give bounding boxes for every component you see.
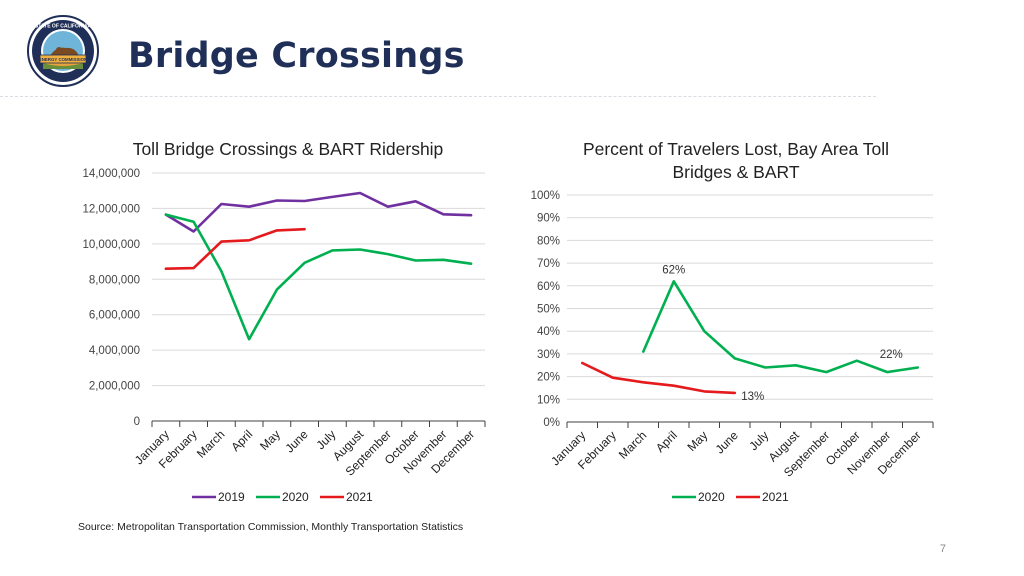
chart-title-line: Bridges & BART <box>672 162 799 182</box>
legend-label-2021: 2021 <box>762 490 789 504</box>
x-tick-label: March <box>194 427 227 460</box>
y-tick-label: 50% <box>537 304 560 316</box>
data-label: 62% <box>662 264 685 276</box>
x-tick-label: June <box>713 428 742 457</box>
travelers-lost-chart: Percent of Travelers Lost, Bay Area Toll… <box>531 139 934 504</box>
x-tick-label: June <box>282 427 311 456</box>
y-tick-label: 2,000,000 <box>89 381 140 393</box>
y-tick-label: 60% <box>537 281 560 293</box>
legend-label-2021: 2021 <box>346 490 373 504</box>
data-label: 22% <box>880 349 903 361</box>
y-tick-label: 90% <box>537 213 560 225</box>
crossings-ridership-chart: Toll Bridge Crossings & BART Ridership 0 2… <box>82 139 486 504</box>
source-note: Source: Metropolitan Transportation Comm… <box>78 521 464 533</box>
y-tick-label: 0 <box>134 416 140 428</box>
svg-text:ENERGY COMMISSION: ENERGY COMMISSION <box>39 57 87 62</box>
svg-text:STATE OF CALIFORNIA: STATE OF CALIFORNIA <box>35 24 92 30</box>
page-title: Bridge Crossings <box>128 36 465 76</box>
series-line-2020 <box>164 213 473 341</box>
y-tick-label: 10,000,000 <box>82 239 140 251</box>
legend-label-2020: 2020 <box>698 490 725 504</box>
y-tick-label: 20% <box>537 372 560 384</box>
x-tick-label: April <box>653 428 680 455</box>
y-tick-label: 12,000,000 <box>82 203 140 215</box>
y-tick-label: 4,000,000 <box>89 345 140 357</box>
legend-label-2019: 2019 <box>218 490 245 504</box>
y-tick-label: 6,000,000 <box>89 310 140 322</box>
y-tick-label: 30% <box>537 349 560 361</box>
series-line-2021 <box>164 227 306 270</box>
legend-label-2020: 2020 <box>282 490 309 504</box>
energy-commission-logo: ENERGY COMMISSION STATE OF CALIFORNIA <box>27 15 99 87</box>
x-tick-label: March <box>616 428 649 461</box>
page-number: 7 <box>939 543 946 555</box>
y-tick-label: 40% <box>537 326 560 338</box>
y-tick-label: 80% <box>537 235 560 247</box>
series-line-2019 <box>164 191 473 233</box>
y-tick-label: 100% <box>531 190 560 202</box>
series-line-2020 <box>642 280 920 374</box>
chart-title-line: Percent of Travelers Lost, Bay Area Toll <box>583 139 889 159</box>
x-tick-label: May <box>257 427 283 453</box>
series-line-2021 <box>581 361 737 395</box>
title-divider <box>0 96 876 97</box>
y-tick-label: 0% <box>543 417 560 429</box>
chart-title: Toll Bridge Crossings & BART Ridership <box>133 139 444 159</box>
y-tick-label: 14,000,000 <box>82 168 140 180</box>
data-label: 13% <box>741 391 764 403</box>
x-tick-label: July <box>746 428 771 453</box>
x-tick-label: May <box>684 428 710 454</box>
chart-title: Percent of Travelers Lost, Bay Area Toll… <box>583 139 889 182</box>
x-tick-label: April <box>228 427 255 454</box>
y-tick-label: 70% <box>537 258 560 270</box>
y-tick-label: 8,000,000 <box>89 274 140 286</box>
y-tick-label: 10% <box>537 394 560 406</box>
